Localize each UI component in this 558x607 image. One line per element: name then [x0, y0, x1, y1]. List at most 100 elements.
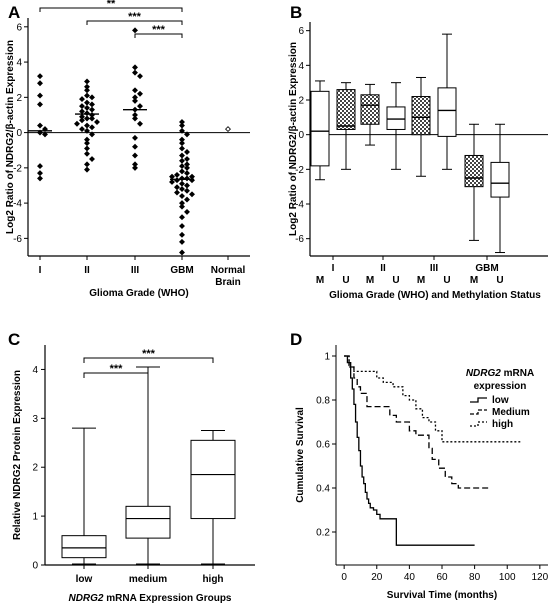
- data-point: [132, 87, 138, 94]
- data-point: [37, 122, 43, 129]
- box: [490, 161, 510, 198]
- data-point: [189, 177, 195, 184]
- methylation-label: U: [342, 275, 349, 286]
- y-tick-label: -4: [13, 199, 22, 210]
- x-axis-label: NDRG2 mRNA Expression Groups: [68, 593, 231, 604]
- data-point: [79, 117, 85, 124]
- x-tick-label: 0: [341, 572, 347, 583]
- data-point: [94, 119, 100, 125]
- survival-curve-medium: [344, 355, 491, 489]
- data-point: [37, 175, 43, 182]
- data-point: [184, 175, 190, 182]
- data-point: [84, 78, 90, 85]
- legend-title-rest: mRNA: [501, 368, 534, 379]
- x-tick-label: medium: [129, 574, 167, 585]
- x-axis-label: Glioma Grade (WHO): [89, 288, 188, 299]
- data-point: [89, 106, 95, 113]
- data-point: [89, 124, 95, 131]
- data-point: [184, 131, 190, 138]
- data-point: [179, 203, 185, 210]
- y-tick-label: 6: [16, 22, 22, 33]
- box: [464, 154, 484, 188]
- y-axis-label: Log2 Ratio of NDRG2/β-actin Expression: [288, 42, 299, 236]
- data-point: [137, 103, 143, 110]
- data-point: [174, 184, 180, 191]
- data-point: [74, 120, 80, 127]
- legend-entry: high: [492, 419, 513, 430]
- data-point: [179, 180, 185, 187]
- data-point: [37, 80, 43, 87]
- data-point: [179, 214, 185, 221]
- y-tick-label: 4: [16, 58, 22, 69]
- box: [61, 535, 107, 559]
- data-point: [179, 238, 185, 245]
- panel-letter-d: D: [290, 330, 302, 349]
- significance-bracket: [86, 20, 183, 25]
- y-tick-label: 6: [298, 26, 304, 37]
- significance-bracket: [134, 33, 183, 38]
- y-tick-label: 3: [32, 414, 38, 425]
- significance-bracket: [83, 372, 149, 378]
- data-point: [137, 90, 143, 97]
- x-tick-label: Normal: [211, 265, 246, 276]
- y-tick-label: 2: [16, 93, 22, 104]
- box: [411, 96, 431, 136]
- data-point: [132, 97, 138, 104]
- data-point: [132, 152, 138, 159]
- x-tick-label: 20: [371, 572, 383, 583]
- survival-curve-low: [344, 355, 475, 546]
- data-point: [169, 178, 175, 185]
- methylation-label: U: [443, 275, 450, 286]
- panel-letter-b: B: [290, 3, 302, 22]
- panel-d: D 1 0.8 0.6 0.4 0.2 0 20 40 60 80 100 120 NDRG2 mRNA e…: [290, 330, 549, 601]
- group-label: I: [332, 263, 335, 274]
- data-point: [89, 94, 95, 101]
- legend-title-line2: expression: [474, 381, 527, 392]
- y-tick-label: 2: [298, 96, 304, 107]
- panel-letter-c: C: [8, 330, 20, 349]
- panel-c: C 0 1 2 3 4 low medium high *** *** Relative NDRG2 …: [8, 330, 255, 604]
- panel-letter-a: A: [8, 3, 20, 22]
- data-point: [184, 149, 190, 155]
- data-point: [84, 92, 90, 99]
- x-tick-label: GBM: [170, 265, 193, 276]
- data-point: [174, 189, 180, 196]
- data-point: [225, 126, 231, 133]
- data-point: [84, 166, 90, 173]
- x-tick-label: 120: [532, 572, 549, 583]
- methylation-label: M: [470, 275, 478, 286]
- data-point: [37, 73, 43, 80]
- x-axis-label-rest: mRNA Expression Groups: [104, 593, 232, 604]
- data-point: [84, 99, 90, 106]
- y-axis-label: Relative NDRG2 Protein Expression: [12, 370, 23, 540]
- x-tick-label: II: [84, 265, 90, 276]
- data-point: [179, 186, 185, 192]
- data-point: [174, 177, 180, 184]
- significance-label: ***: [128, 11, 142, 23]
- x-axis-label: Glioma Grade (WHO) and Methylation Statu…: [329, 290, 541, 301]
- data-point: [84, 140, 90, 147]
- data-point: [179, 145, 185, 152]
- y-tick-label: 0.6: [316, 440, 330, 451]
- data-point: [189, 191, 195, 198]
- group-label: II: [380, 263, 386, 274]
- data-point: [79, 103, 85, 110]
- data-point: [84, 150, 90, 157]
- data-point: [184, 156, 190, 163]
- methylation-label: M: [366, 275, 374, 286]
- data-point: [37, 101, 43, 108]
- data-point: [179, 157, 185, 164]
- data-point: [179, 127, 185, 134]
- x-axis-label-gene: NDRG2: [68, 593, 103, 604]
- legend-title-gene: NDRG2: [466, 368, 501, 379]
- data-point: [179, 175, 185, 182]
- data-point: [84, 161, 90, 168]
- data-point: [184, 182, 190, 189]
- data-point: [79, 108, 85, 115]
- y-tick-label: 0.4: [316, 484, 330, 495]
- data-point: [179, 223, 185, 229]
- group-label: GBM: [475, 263, 498, 274]
- data-point: [184, 196, 190, 203]
